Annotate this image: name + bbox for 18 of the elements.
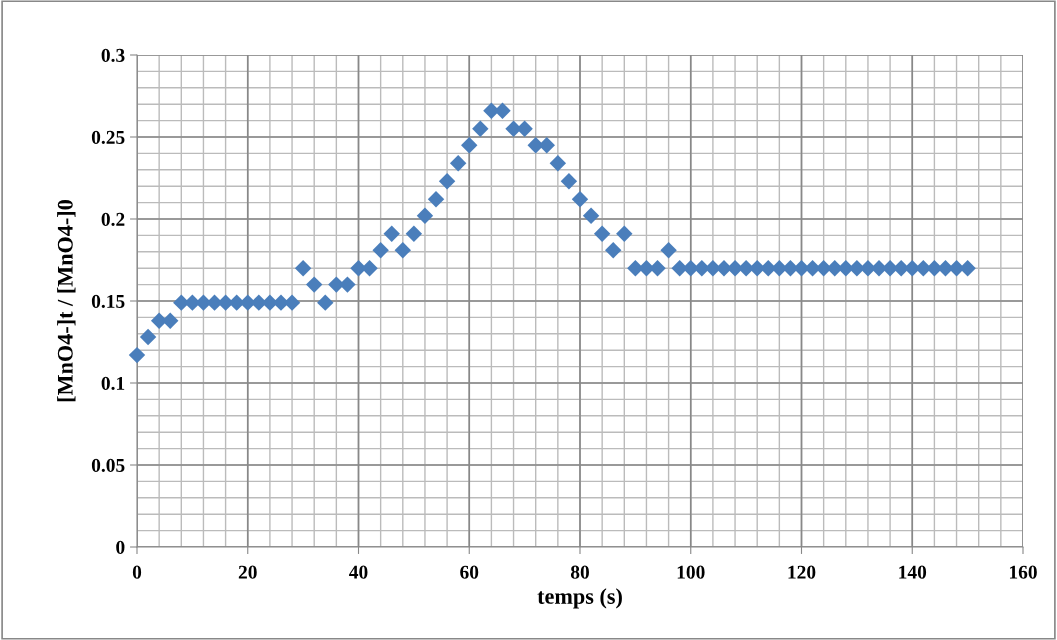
y-axis-title: [MnO4-]t / [MnO4-]0 [57, 200, 76, 402]
x-tick-label: 100 [677, 565, 705, 579]
y-tick-label: 0.15 [91, 294, 125, 309]
x-tick-label: 60 [460, 565, 479, 579]
y-tick-label: 0 [116, 540, 125, 554]
y-tick-label: 0.2 [101, 212, 125, 227]
y-tick-label: 0.1 [101, 376, 125, 391]
x-axis-title: temps (s) [537, 588, 622, 609]
x-tick-label: 20 [238, 565, 257, 579]
x-tick-label: 40 [349, 565, 368, 579]
x-tick-label: 160 [1009, 565, 1037, 579]
y-tick-label: 0.3 [101, 48, 125, 63]
x-tick-label: 140 [899, 565, 927, 579]
y-tick-label: 0.25 [91, 130, 125, 145]
x-tick-label: 0 [132, 565, 142, 579]
x-tick-label: 120 [788, 565, 816, 579]
y-tick-label: 0.05 [91, 458, 125, 473]
x-tick-label: 80 [570, 565, 589, 579]
